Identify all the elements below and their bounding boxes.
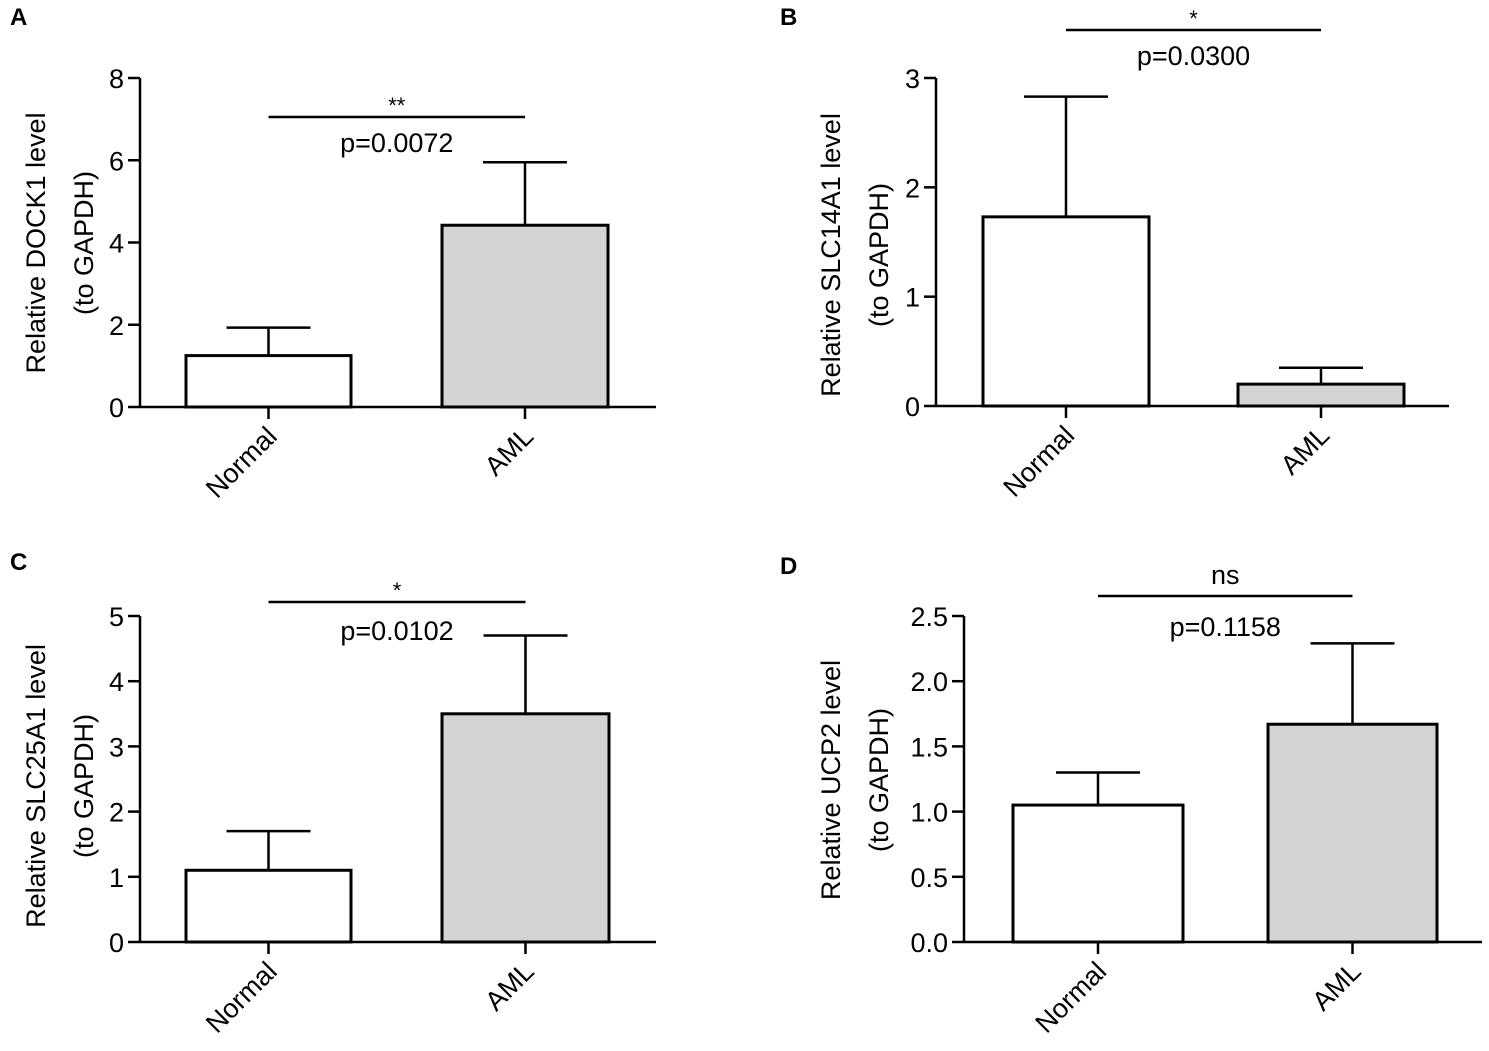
panel-label: A (10, 4, 27, 31)
bar-aml (1266, 722, 1439, 944)
y-tick-label: 0 (109, 393, 124, 423)
y-axis-title: Relative SLC14A1 level (816, 113, 846, 397)
y-tick-label: 0.5 (910, 863, 948, 893)
bar-aml (440, 223, 610, 409)
y-tick-label: 1.0 (910, 798, 948, 828)
y-tick-label: 2.5 (910, 602, 948, 632)
bar-normal (184, 354, 353, 409)
y-axis-subtitle: (to GAPDH) (864, 183, 894, 327)
y-tick-label: 0.0 (910, 928, 948, 958)
x-category-label: AML (1306, 956, 1366, 1016)
y-tick-label: 4 (109, 667, 124, 697)
y-tick-label: 2 (905, 173, 920, 203)
chart-panel-d: D Relative UCP2 level (to GAPDH) 0.0 0.5 1.0 1… (780, 553, 1482, 1039)
x-category-label: AML (1275, 420, 1335, 480)
y-axis-title: Relative DOCK1 level (21, 112, 51, 373)
y-tick-label: 5 (109, 602, 124, 632)
bar-normal (184, 868, 353, 944)
y-axis-subtitle: (to GAPDH) (69, 171, 99, 315)
x-category-label: Normal (998, 420, 1081, 503)
y-tick-label: 0 (905, 392, 920, 422)
y-axis-title: Relative UCP2 level (816, 660, 846, 900)
y-axis-subtitle: (to GAPDH) (69, 714, 99, 858)
chart-panel-b: B Relative SLC14A1 level (to GAPDH) 0 1 2 3 Nor… (780, 4, 1449, 503)
significance-marker: * (393, 578, 402, 603)
y-tick-label: 2 (109, 311, 124, 341)
bar-normal (1011, 803, 1185, 944)
panel-label: B (780, 4, 797, 31)
y-tick-label: 3 (109, 732, 124, 762)
p-value-label: p=0.1158 (1170, 612, 1281, 642)
x-category-label: Normal (200, 956, 283, 1039)
y-axis-title: Relative SLC25A1 level (21, 644, 51, 928)
significance-marker: ns (1211, 560, 1240, 590)
bar-normal (981, 215, 1151, 408)
y-tick-label: 6 (109, 146, 124, 176)
p-value-label: p=0.0102 (340, 616, 453, 646)
bar-aml (1236, 382, 1406, 408)
y-tick-label: 1 (109, 863, 124, 893)
significance-marker: ** (388, 93, 406, 118)
y-tick-label: 4 (109, 229, 124, 259)
y-tick-label: 0 (109, 928, 124, 958)
x-category-label: Normal (200, 421, 283, 504)
chart-panel-a: A Relative DOCK1 level (to GAPDH) 0 2 4 6 8 Norm… (10, 4, 656, 504)
panel-label: D (780, 553, 797, 580)
y-tick-label: 1 (905, 283, 920, 313)
panel-label: C (10, 549, 27, 576)
p-value-label: p=0.0072 (340, 128, 453, 158)
chart-panel-c: C Relative SLC25A1 level (to GAPDH) 0 1 2 3 4 5 N… (10, 549, 656, 1039)
y-axis-subtitle: (to GAPDH) (864, 708, 894, 852)
p-value-label: p=0.0300 (1137, 41, 1250, 71)
significance-marker: * (1189, 6, 1198, 31)
y-tick-label: 3 (905, 64, 920, 94)
x-category-label: AML (479, 421, 539, 481)
x-category-label: AML (479, 956, 539, 1016)
y-tick-label: 2 (109, 798, 124, 828)
y-tick-label: 2.0 (910, 667, 948, 697)
x-category-label: Normal (1030, 956, 1113, 1039)
bar-aml (440, 712, 611, 944)
y-tick-label: 1.5 (910, 732, 948, 762)
y-tick-label: 8 (109, 64, 124, 94)
